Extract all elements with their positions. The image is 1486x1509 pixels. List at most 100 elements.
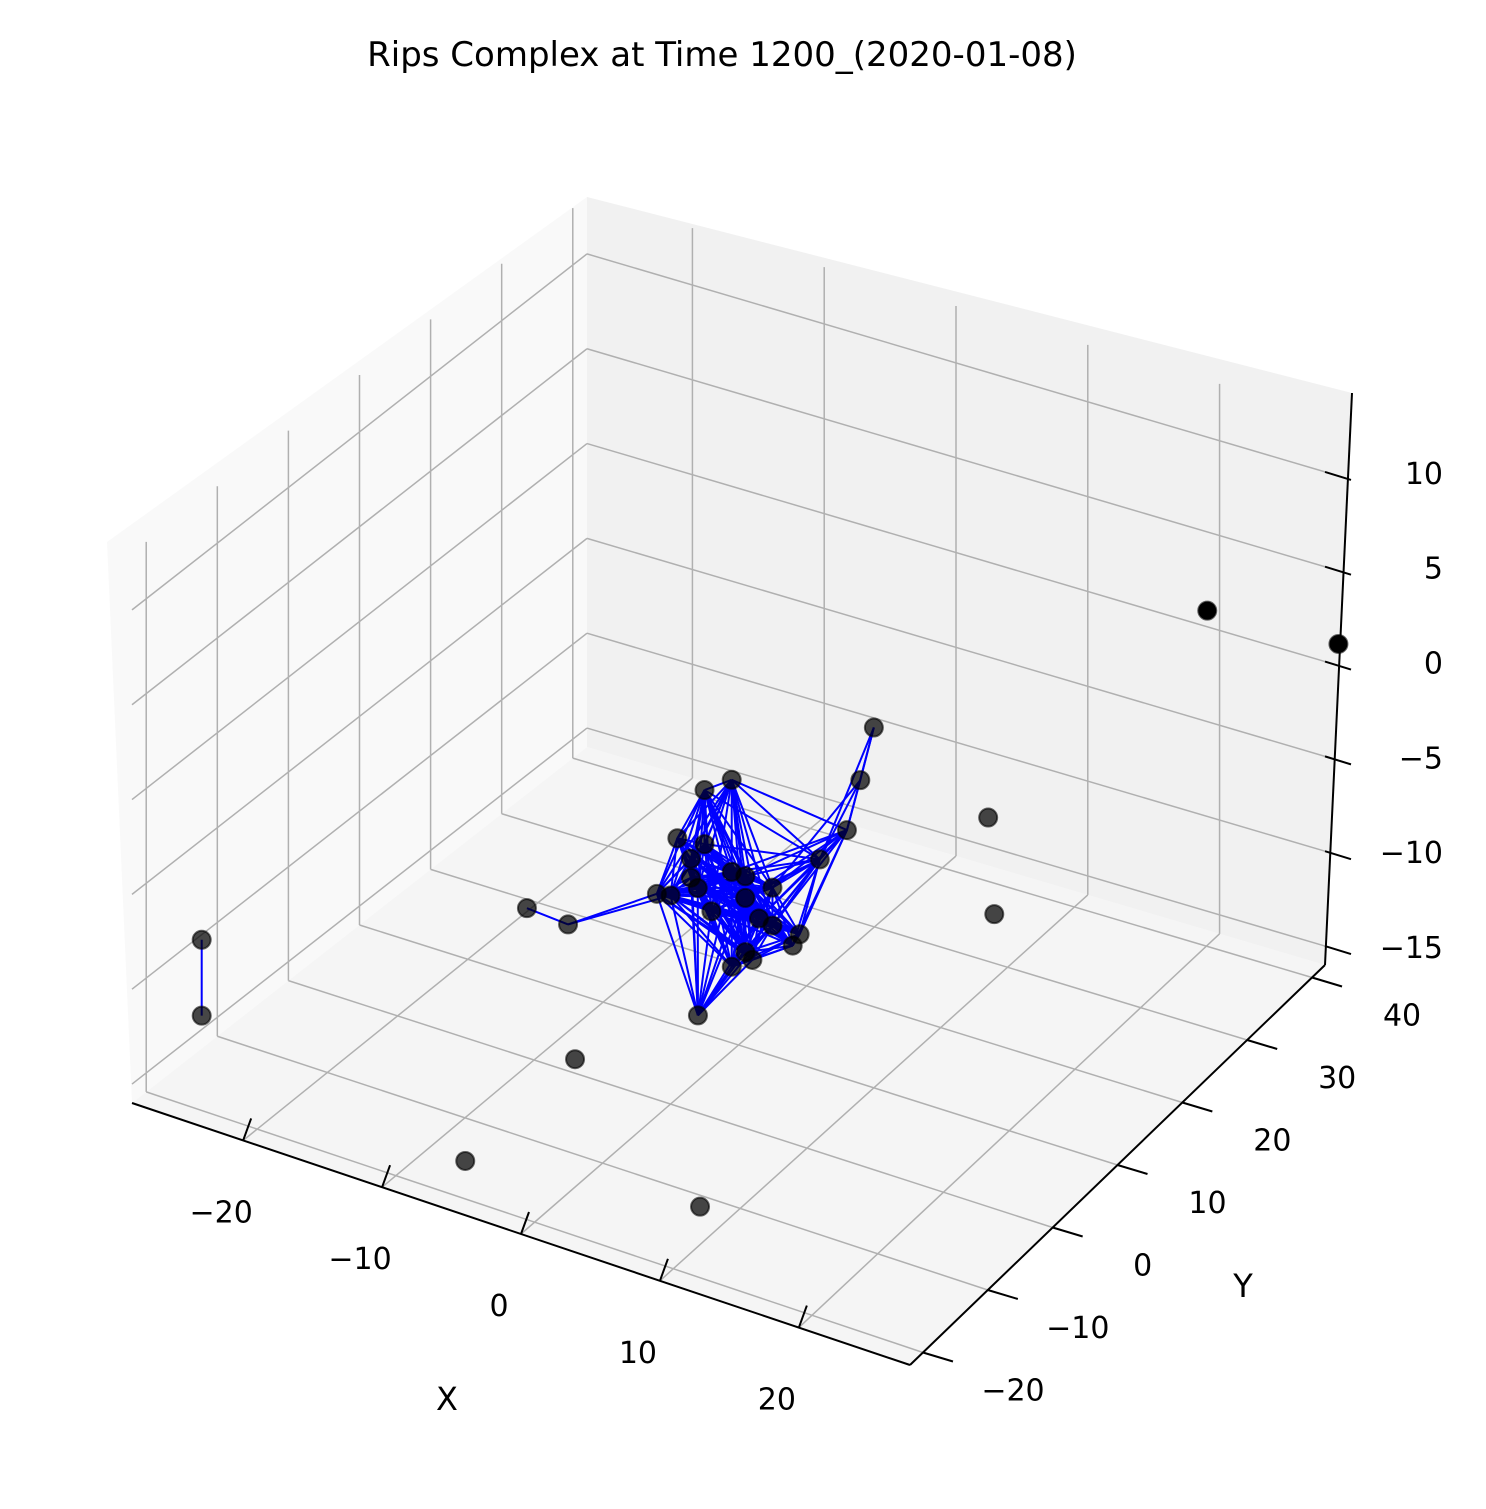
x-tick-mark [797,1305,808,1328]
data-point [863,717,884,738]
y-tick-label: −10 [1046,1311,1109,1346]
data-point [782,935,803,956]
x-tick-mark [520,1211,530,1235]
grid-line-z-back [586,253,1326,473]
x-tick-label: 10 [619,1336,657,1371]
y-tick-label: −20 [981,1374,1044,1409]
grid-line-z-back [586,727,1326,947]
x-tick-label: 0 [489,1289,508,1324]
rips-edge [731,829,848,873]
y-tick-mark [1246,1039,1278,1050]
back-wall-pane [587,197,1352,965]
data-point [667,828,688,849]
left-wall-pane [107,197,587,1103]
rips-edge [669,894,733,968]
grid-line-y-floor [217,1035,989,1291]
y-axis-label: Y [1232,1267,1253,1305]
rips-edge [696,911,713,1016]
chart-title: Rips Complex at Time 1200_(2020-01-08) [367,35,1077,75]
data-point [1197,600,1218,621]
floor-pane [132,747,1325,1365]
x-axis-label: X [436,1380,458,1418]
rips-edge [771,858,821,927]
data-point [565,1049,586,1070]
axes-panes [107,197,1352,1365]
grid-line-z-wall [131,442,588,801]
y-tick-label: 10 [1188,1186,1226,1221]
z-tick-mark [1324,660,1352,671]
rips-edge [745,858,821,878]
z-tick-label: −15 [1380,931,1443,966]
x-tick-label: −20 [189,1195,252,1230]
z-tick-mark [1324,850,1352,861]
data-point [735,887,756,908]
rips-edge [818,727,875,860]
z-tick-label: 0 [1424,647,1443,682]
y-tick-label: 40 [1383,999,1421,1034]
rips-edge [655,893,699,1016]
grid-line-z-wall [131,348,588,706]
z-tick-label: 5 [1424,552,1443,587]
z-tick-mark [1324,755,1352,766]
z-tick-label: −5 [1399,741,1443,776]
rips-edge [730,897,747,967]
data-point [191,1005,212,1026]
grid-line-y-floor [430,868,1183,1104]
data-point [455,1150,476,1171]
x-tick-mark [381,1164,392,1188]
grid-line-z-wall [131,727,588,1085]
data-point [687,878,708,899]
data-point [735,866,756,887]
grid-line-y-floor [288,979,1053,1229]
axis-lines [131,392,1353,1366]
rips-edge [771,887,794,946]
rips-edge [704,843,820,861]
gridlines [131,208,1326,1354]
grid-line-z-wall [131,253,588,611]
data-point [687,1005,708,1026]
grid-line-z-wall [131,632,588,990]
rips-edge [669,894,746,953]
z-tick-label: 10 [1405,457,1443,492]
y-tick-mark [1311,976,1343,988]
data-point [809,849,830,870]
rips-edge [710,910,794,947]
x-tick-label: −10 [328,1242,391,1277]
grid-line-z-back [586,442,1326,663]
z-tick-mark [1324,470,1352,481]
rips-edge [758,858,821,920]
grid-line-z-back [586,348,1326,568]
x-tick-label: 20 [758,1383,796,1418]
x-tick-mark [658,1258,669,1282]
data-point [516,898,537,919]
z-axis-line [1324,392,1353,966]
rips-edge [730,779,774,888]
rips-edge [690,876,773,889]
rips-edge [697,959,754,1017]
data-point [721,956,742,977]
data-point [721,769,742,790]
rips-edge [670,894,746,899]
data-point [850,770,871,791]
rips-edge [818,779,862,860]
data-point [762,877,783,898]
y-tick-mark [987,1289,1019,1300]
data-point [660,885,681,906]
rips-edge [731,778,848,832]
data-point [680,848,701,869]
data-point [984,904,1005,925]
y-tick-mark [1117,1164,1148,1175]
data-point [762,915,783,936]
grid-line-z-wall [131,537,588,895]
rips-edge [744,858,821,899]
data-point [836,820,857,841]
y-tick-mark [922,1351,954,1363]
data-point [701,901,722,922]
rips-edge [669,895,699,1016]
y-tick-mark [1182,1101,1213,1113]
y-tick-label: 20 [1253,1124,1291,1159]
data-point [735,942,756,963]
grid-line-z-back [586,537,1326,758]
